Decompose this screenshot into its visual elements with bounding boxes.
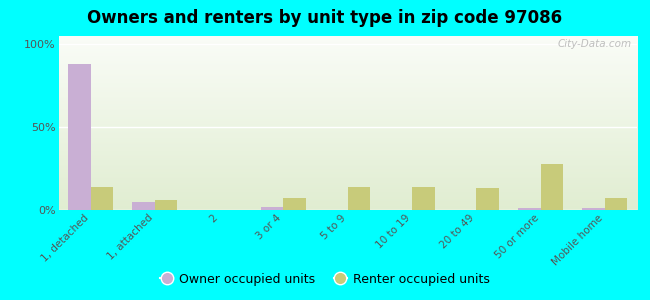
Bar bbox=[261, 207, 283, 210]
Bar bbox=[476, 188, 499, 210]
Bar bbox=[454, 209, 476, 210]
Bar bbox=[389, 209, 412, 210]
Bar bbox=[541, 164, 563, 210]
Bar bbox=[197, 209, 219, 210]
Text: City-Data.com: City-Data.com bbox=[557, 40, 631, 50]
Bar bbox=[412, 187, 434, 210]
Bar bbox=[90, 187, 113, 210]
Bar bbox=[348, 187, 370, 210]
Text: Owners and renters by unit type in zip code 97086: Owners and renters by unit type in zip c… bbox=[88, 9, 562, 27]
Bar bbox=[68, 64, 90, 210]
Bar bbox=[133, 202, 155, 210]
Bar bbox=[325, 209, 348, 210]
Bar bbox=[155, 200, 177, 210]
Bar bbox=[605, 198, 627, 210]
Legend: Owner occupied units, Renter occupied units: Owner occupied units, Renter occupied un… bbox=[155, 268, 495, 291]
Bar bbox=[582, 208, 605, 210]
Bar bbox=[283, 198, 306, 210]
Bar bbox=[518, 208, 541, 210]
